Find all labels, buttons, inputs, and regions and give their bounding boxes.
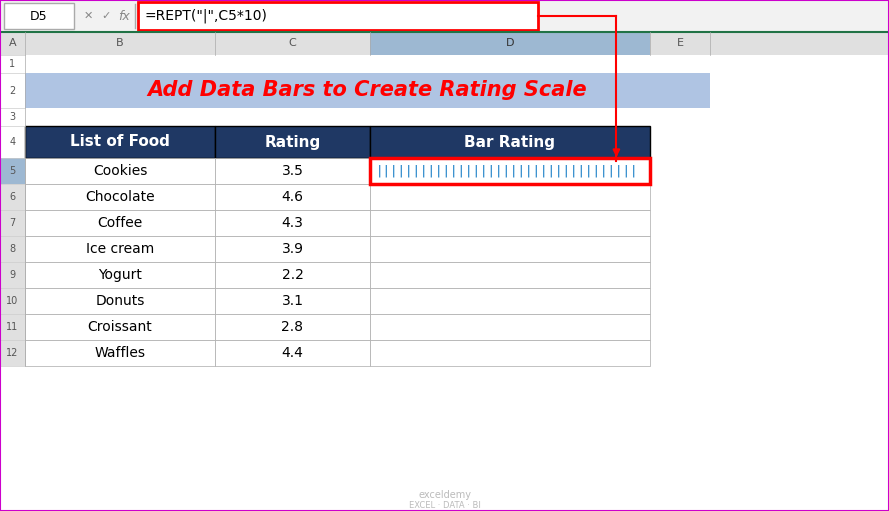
Text: Donuts: Donuts [95,294,145,308]
Text: ✓: ✓ [101,11,111,21]
Text: =REPT("|",C5*10): =REPT("|",C5*10) [144,9,267,23]
Bar [370,288,650,314]
Text: 4: 4 [10,137,16,147]
Text: 11: 11 [6,322,19,332]
Text: 6: 6 [10,192,16,202]
Text: Coffee: Coffee [98,216,142,230]
Text: 2.8: 2.8 [282,320,303,334]
Bar [0,288,25,314]
Bar [370,184,650,210]
Text: Add Data Bars to Create Rating Scale: Add Data Bars to Create Rating Scale [148,81,588,101]
Text: ✕: ✕ [84,11,92,21]
Bar [0,158,25,184]
Text: D5: D5 [30,10,48,22]
Bar [215,288,370,314]
Bar [215,126,370,158]
Bar [25,184,215,210]
Text: exceldemy: exceldemy [419,490,471,500]
Bar [215,158,370,184]
Text: 5: 5 [10,166,16,176]
Bar [0,32,889,55]
Bar [25,158,215,184]
Text: Bar Rating: Bar Rating [464,134,556,150]
Bar [370,126,650,158]
Text: 3.1: 3.1 [282,294,303,308]
Bar [370,158,650,184]
Text: Cookies: Cookies [92,164,148,178]
Text: A: A [9,38,16,49]
Bar [25,314,215,340]
Text: 12: 12 [6,348,19,358]
Text: B: B [116,38,124,49]
Text: Rating: Rating [264,134,321,150]
Bar [215,236,370,262]
Bar [25,340,215,366]
Text: Croissant: Croissant [88,320,152,334]
Text: 3.9: 3.9 [282,242,303,256]
Bar [25,262,215,288]
Bar [25,236,215,262]
Text: Ice cream: Ice cream [86,242,154,256]
Bar [25,210,215,236]
Bar [215,210,370,236]
Text: List of Food: List of Food [70,134,170,150]
Text: C: C [289,38,296,49]
Text: fx: fx [118,10,130,22]
Text: E: E [677,38,684,49]
Text: EXCEL · DATA · BI: EXCEL · DATA · BI [409,500,481,509]
Text: Chocolate: Chocolate [85,190,155,204]
Bar [0,262,25,288]
Bar [215,314,370,340]
Bar [0,184,25,210]
Text: D: D [506,38,514,49]
Bar [25,73,710,108]
Bar [138,2,538,30]
Text: Yogurt: Yogurt [98,268,142,282]
Text: 3: 3 [10,112,16,122]
Bar [0,210,25,236]
Text: 4.4: 4.4 [282,346,303,360]
Text: 4.3: 4.3 [282,216,303,230]
Bar [25,288,215,314]
Bar [0,236,25,262]
Text: 4.6: 4.6 [282,190,303,204]
Bar [0,0,889,32]
Bar [215,262,370,288]
Text: 2: 2 [10,85,16,96]
Bar [0,340,25,366]
Text: 9: 9 [10,270,16,280]
Text: 1: 1 [10,59,16,69]
Bar [0,314,25,340]
Bar [370,236,650,262]
Bar [4,3,74,29]
Bar [370,340,650,366]
Text: 10: 10 [6,296,19,306]
Text: Waffles: Waffles [94,346,146,360]
Text: 2.2: 2.2 [282,268,303,282]
Bar [370,32,650,55]
Text: 7: 7 [10,218,16,228]
Text: 3.5: 3.5 [282,164,303,178]
Bar [215,340,370,366]
Bar [215,184,370,210]
Text: |||||||||||||||||||||||||||||||||||: ||||||||||||||||||||||||||||||||||| [376,165,638,177]
Bar [370,210,650,236]
Bar [370,262,650,288]
Bar [25,126,215,158]
Text: 8: 8 [10,244,16,254]
Bar [370,314,650,340]
